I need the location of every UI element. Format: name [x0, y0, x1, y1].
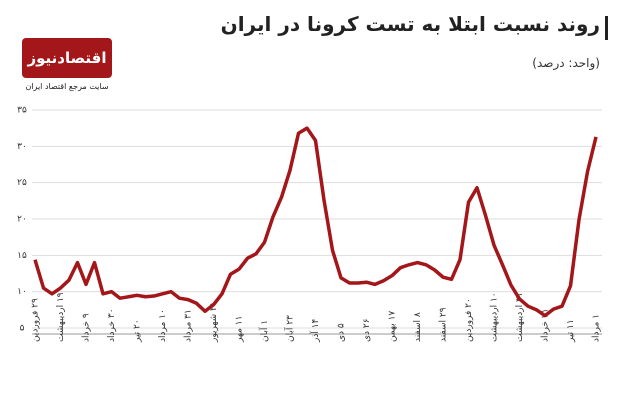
- x-tick-label: ۸ اسفند: [413, 312, 423, 342]
- x-tick-label: ۳۱ مرداد: [184, 309, 194, 342]
- x-tick-label: ۲۰ تیر: [133, 319, 143, 343]
- x-tick-label: ۱۰ اردیبهشت: [490, 292, 500, 342]
- x-tick-label: ۳۱ اردیبهشت: [515, 292, 525, 342]
- x-tick-label: ۲۱ شهریور: [209, 301, 219, 343]
- x-tick-label: ۲۹ فروردین: [31, 298, 41, 342]
- y-tick-label: ۱۰: [17, 287, 27, 297]
- x-tick-label: ۵ دی: [337, 323, 347, 342]
- x-tick-label: ۱۰ مرداد: [158, 309, 168, 342]
- x-tick-label: ۱۴ آذر: [309, 318, 321, 343]
- y-tick-label: ۳۰: [17, 142, 27, 152]
- x-tick-label: ۱۱ تیر: [566, 319, 576, 343]
- logo-tagline: سایت مرجع اقتصاد ایران: [25, 82, 109, 91]
- x-tick-label: ۲۰ فروردین: [464, 298, 474, 342]
- x-tick-label: ۳۰ خرداد: [107, 308, 117, 342]
- x-tick-label: ۲۹ اسفند: [439, 307, 449, 342]
- x-tick-label: ۲۶ دی: [362, 318, 372, 342]
- chart-subtitle: (واحد: درصد): [532, 56, 600, 70]
- logo: اقتصادنیوز سایت مرجع اقتصاد ایران: [22, 38, 112, 100]
- x-tick-label: ۱۷ بهمن: [388, 311, 398, 342]
- title-bar: [605, 16, 608, 40]
- x-tick-label: ۱۹ اردیبهشت: [56, 292, 66, 342]
- y-tick-label: ۲۵: [17, 178, 27, 188]
- chart-title: روند نسبت ابتلا به تست کرونا در ایران: [220, 12, 600, 36]
- logo-name: اقتصادنیوز: [22, 38, 112, 78]
- x-tick-label: ۱۱ مهر: [235, 316, 245, 343]
- x-tick-label: ۲۱ خرداد: [541, 308, 551, 342]
- line: [33, 126, 598, 318]
- y-tick-label: ۲۰: [17, 215, 27, 225]
- y-tick-label: ۳۵: [17, 106, 27, 116]
- y-tick-label: ۱۵: [17, 251, 27, 261]
- x-tick-label: ۹ خرداد: [82, 313, 92, 342]
- x-tick-label: ۲۳ آبان: [284, 315, 296, 342]
- y-tick-label: ۵: [20, 324, 25, 334]
- x-tick-label: ۱ آبان: [258, 320, 270, 342]
- x-tick-label: ۱ مرداد: [592, 314, 602, 342]
